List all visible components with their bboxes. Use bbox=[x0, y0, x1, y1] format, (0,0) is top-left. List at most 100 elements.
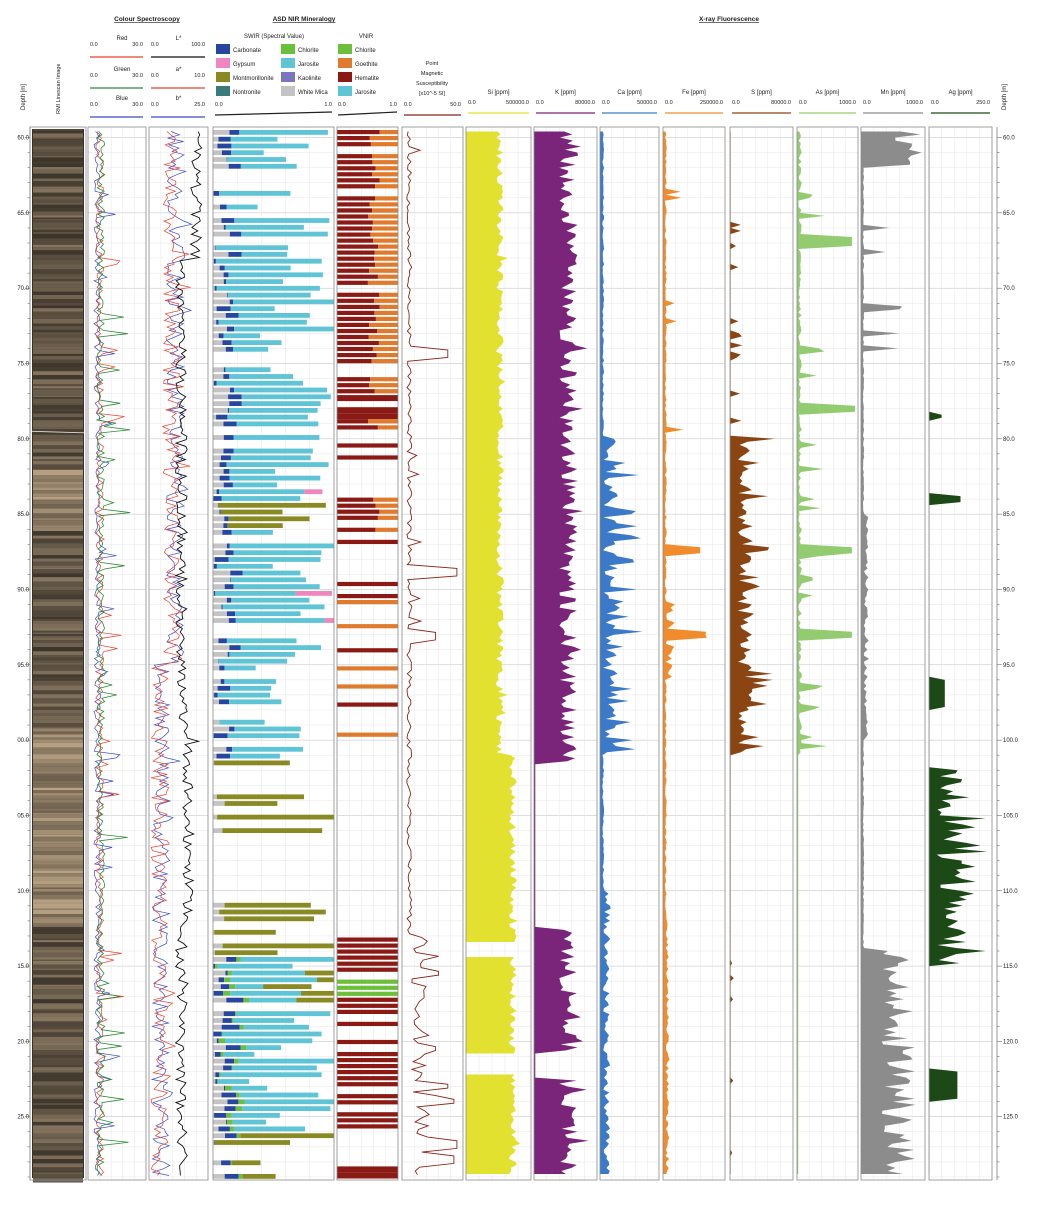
core-band bbox=[33, 220, 83, 223]
swir-bar-segment bbox=[213, 163, 229, 169]
core-band bbox=[33, 379, 83, 385]
core-band bbox=[33, 959, 83, 961]
swir-bar-segment bbox=[219, 665, 225, 671]
core-band bbox=[33, 217, 83, 220]
mn-area bbox=[861, 131, 922, 1174]
core-band bbox=[33, 1042, 83, 1046]
depth-tick-label-right: 70.0 bbox=[1003, 286, 1015, 292]
core-band bbox=[33, 632, 83, 635]
core-band bbox=[33, 598, 83, 600]
swir-bar-segment bbox=[213, 1065, 224, 1071]
swir-bar-segment bbox=[216, 306, 231, 312]
swir-bar-segment bbox=[263, 984, 312, 989]
swir-bar-segment bbox=[231, 150, 264, 156]
swir-bar-segment bbox=[220, 1072, 322, 1078]
track-frame-ca bbox=[599, 126, 660, 1181]
swir-bar-segment bbox=[213, 801, 225, 806]
core-band bbox=[33, 884, 83, 888]
swir-bar-segment bbox=[232, 482, 278, 488]
swir-bar-segment bbox=[213, 272, 224, 278]
core-band bbox=[33, 555, 83, 559]
vnir-bar-segment bbox=[367, 280, 398, 285]
swir-legend-swatch bbox=[281, 58, 295, 68]
vnir-bar-segment bbox=[337, 732, 398, 737]
track-grid-as bbox=[797, 127, 858, 1180]
core-band bbox=[33, 180, 83, 183]
swir-bar-segment bbox=[236, 421, 319, 427]
swir-bar-segment bbox=[224, 665, 256, 671]
vnir-bar-segment bbox=[374, 256, 398, 261]
core-band bbox=[33, 1040, 83, 1043]
depth-tick-label-right: 105.0 bbox=[1003, 813, 1019, 819]
magsus-max: 50.0 bbox=[450, 102, 461, 108]
core-band bbox=[33, 130, 83, 134]
swir-bar-segment bbox=[227, 1119, 233, 1125]
xrf-element-min: 0.0 bbox=[602, 100, 610, 106]
core-band bbox=[33, 737, 83, 740]
swir-bar-segment bbox=[226, 638, 297, 644]
core-band bbox=[33, 329, 83, 333]
swir-bar-segment bbox=[236, 1011, 331, 1017]
core-band bbox=[33, 719, 83, 724]
core-band bbox=[33, 841, 83, 844]
core-band bbox=[33, 204, 83, 208]
core-band bbox=[33, 739, 83, 743]
core-band bbox=[33, 942, 83, 947]
colour-series-min: 0.0 bbox=[151, 42, 159, 48]
core-band bbox=[33, 986, 83, 990]
swir-bar-segment bbox=[228, 618, 236, 623]
swir-bar-segment bbox=[324, 618, 334, 623]
swir-bar-segment bbox=[213, 665, 220, 671]
colour-series-name: b* bbox=[176, 96, 182, 102]
core-band bbox=[33, 146, 83, 150]
swir-bar-segment bbox=[223, 224, 226, 230]
vnir-bar-segment bbox=[378, 244, 398, 249]
swir-bar-segment bbox=[213, 380, 214, 386]
vnir-bar-segment bbox=[337, 226, 373, 231]
swir-bar-segment bbox=[220, 984, 230, 989]
vnir-bar-segment bbox=[375, 196, 398, 201]
swir-bar-segment bbox=[240, 163, 297, 169]
core-band bbox=[33, 1016, 83, 1022]
vnir-bar-segment bbox=[337, 497, 374, 502]
swir-bar-segment bbox=[213, 652, 228, 657]
core-band bbox=[33, 269, 83, 274]
swir-bar-segment bbox=[223, 421, 237, 427]
vnir-bar-segment bbox=[337, 202, 370, 207]
core-band bbox=[33, 411, 83, 414]
depth-tick-label-left: 10.0 bbox=[17, 889, 29, 895]
core-band bbox=[33, 481, 83, 485]
swir-bar-segment bbox=[213, 591, 214, 596]
track-frame-vnir bbox=[336, 126, 399, 1181]
swir-bar-segment bbox=[226, 279, 283, 284]
core-band bbox=[33, 957, 83, 960]
swir-bar-segment bbox=[226, 957, 237, 962]
depth-tick-label-right: 80.0 bbox=[1003, 437, 1015, 443]
swir-bar-segment bbox=[223, 1065, 232, 1071]
swir-bar-segment bbox=[238, 1174, 243, 1179]
swir-bar-segment bbox=[216, 753, 231, 759]
core-band bbox=[33, 651, 83, 656]
vnir-legend-label: Chlorite bbox=[355, 48, 376, 54]
core-band bbox=[33, 152, 83, 156]
swir-bar-segment bbox=[222, 1018, 232, 1023]
vnir-bar-segment bbox=[337, 539, 398, 544]
swir-bar-segment bbox=[213, 929, 215, 935]
core-band bbox=[33, 666, 83, 671]
swir-legend-swatch bbox=[216, 72, 230, 82]
core-band bbox=[33, 552, 83, 556]
swir-bar-segment bbox=[225, 1038, 313, 1044]
swir-bar-segment bbox=[240, 1133, 334, 1139]
core-band bbox=[33, 1008, 83, 1011]
core-band bbox=[33, 1005, 83, 1009]
swir-bar-segment bbox=[228, 557, 321, 562]
colour-series-max: 30.0 bbox=[132, 42, 143, 48]
swir-bar-segment bbox=[213, 828, 223, 833]
swir-bar-segment bbox=[227, 733, 300, 739]
vnir-bar-segment bbox=[337, 997, 398, 1002]
swir-bar-segment bbox=[230, 977, 317, 983]
vnir-legend-label: Hematite bbox=[355, 76, 380, 82]
core-band bbox=[33, 933, 83, 939]
